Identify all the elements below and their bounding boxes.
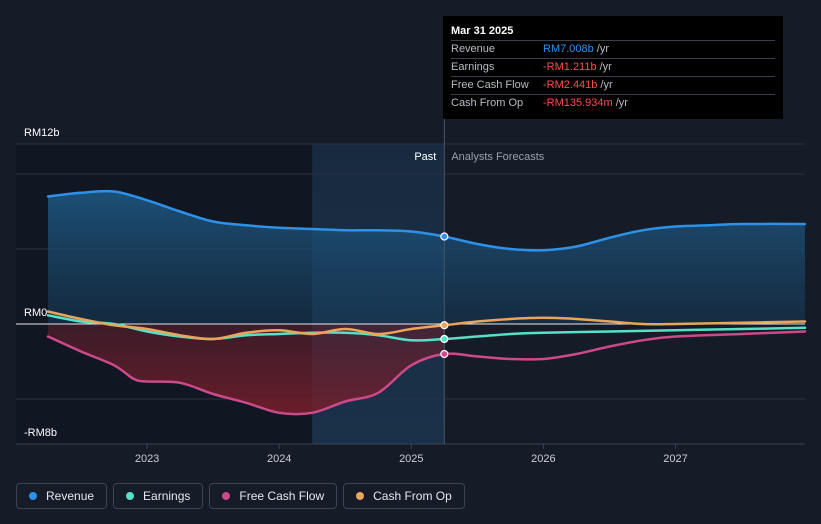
cash-from-op-line: [46, 310, 807, 341]
cash-from-op-marker: [440, 321, 449, 330]
legend-dot-icon: [356, 492, 365, 500]
past-label: Past: [414, 151, 436, 163]
tooltip-label: Earnings: [451, 61, 495, 73]
x-axis-label: 2023: [135, 453, 159, 465]
legend-item-earnings[interactable]: Earnings: [113, 483, 204, 509]
y-axis-label: RM12b: [24, 127, 59, 139]
free-cash-flow-line: [46, 330, 807, 416]
tooltip-label: Cash From Op: [451, 97, 524, 109]
x-axis-label: 2027: [663, 453, 687, 465]
legend-label: Cash From Op: [373, 489, 452, 503]
legend-dot-icon: [29, 492, 37, 500]
tooltip-row-revenue: Revenue RM7.008b /yr: [451, 40, 775, 58]
y-axis-label: -RM8b: [24, 427, 57, 439]
x-axis-label: 2026: [531, 453, 555, 465]
x-axis-label: 2025: [399, 453, 423, 465]
tooltip-value: -RM1.211b: [543, 61, 597, 73]
legend-item-free-cash-flow[interactable]: Free Cash Flow: [209, 483, 338, 509]
tooltip-unit: /yr: [615, 97, 628, 109]
legend-label: Revenue: [46, 489, 95, 503]
revenue-line: [46, 189, 807, 252]
legend-dot-icon: [222, 492, 231, 500]
tooltip-row-cash-from-op: Cash From Op -RM135.934m /yr: [451, 94, 775, 112]
tooltip-row-free-cash-flow: Free Cash Flow -RM2.441b /yr: [451, 76, 775, 94]
revenue-marker: [440, 232, 449, 241]
legend-item-revenue[interactable]: Revenue: [16, 483, 108, 509]
tooltip-unit: /yr: [600, 79, 613, 91]
tooltip-value: RM7.008b: [543, 43, 594, 55]
analysts-forecasts-label: Analysts Forecasts: [451, 151, 544, 163]
free-cash-flow-area: [48, 324, 445, 415]
earnings-marker: [440, 334, 449, 344]
tooltip-label: Free Cash Flow: [451, 79, 529, 91]
legend-label: Free Cash Flow: [239, 489, 325, 503]
tooltip-value: -RM2.441b: [543, 79, 598, 91]
tooltip-row-earnings: Earnings -RM1.211b /yr: [451, 58, 775, 76]
legend-dot-icon: [126, 492, 135, 500]
x-axis-label: 2024: [267, 453, 291, 465]
y-axis-label: RM0: [24, 307, 47, 319]
legend: Revenue Earnings Free Cash Flow Cash Fro…: [16, 483, 465, 509]
tooltip-value: -RM135.934m: [543, 97, 613, 109]
free-cash-flow-marker: [440, 349, 449, 359]
tooltip: Mar 31 2025 Revenue RM7.008b /yr Earning…: [443, 16, 783, 119]
tooltip-unit: /yr: [596, 43, 609, 55]
tooltip-unit: /yr: [599, 61, 612, 73]
revenue-area: [48, 191, 805, 324]
legend-item-cash-from-op[interactable]: Cash From Op: [343, 483, 465, 509]
tooltip-date: Mar 31 2025: [451, 25, 514, 37]
tooltip-label: Revenue: [451, 43, 496, 55]
legend-label: Earnings: [143, 489, 191, 503]
earnings-line: [46, 314, 807, 342]
